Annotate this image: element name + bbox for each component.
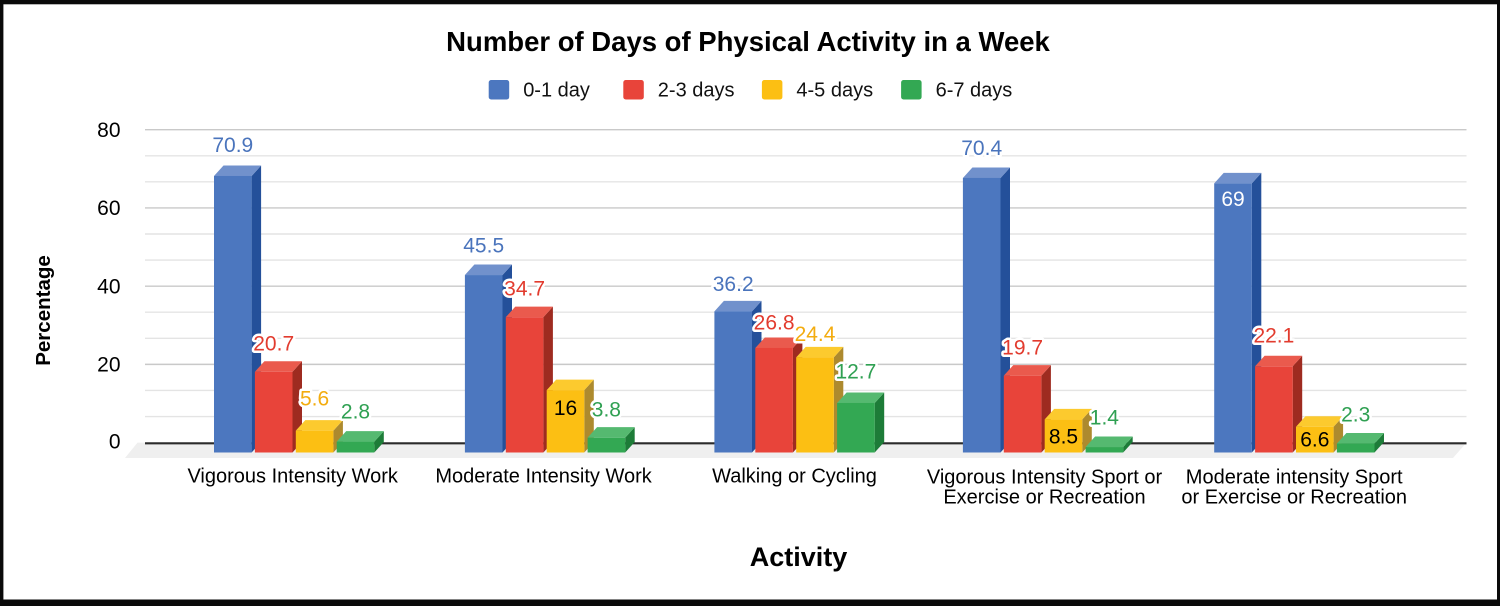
svg-text:Walking or Cycling: Walking or Cycling <box>712 466 877 488</box>
svg-text:70.4: 70.4 <box>961 137 1002 160</box>
svg-text:Moderate Intensity Work: Moderate Intensity Work <box>435 466 652 488</box>
svg-text:8.5: 8.5 <box>1049 426 1078 449</box>
svg-text:2-3 days: 2-3 days <box>658 80 735 102</box>
svg-text:Number of Days of Physical Act: Number of Days of Physical Activity in a… <box>446 26 1050 57</box>
svg-text:or Exercise or Recreation: or Exercise or Recreation <box>1181 487 1407 509</box>
svg-text:60: 60 <box>97 197 120 220</box>
svg-text:Moderate intensity Sport: Moderate intensity Sport <box>1186 467 1403 489</box>
svg-text:3.8: 3.8 <box>592 398 621 421</box>
svg-text:Vigorous Intensity Work: Vigorous Intensity Work <box>187 466 398 488</box>
svg-text:40: 40 <box>97 275 120 298</box>
svg-text:26.8: 26.8 <box>754 312 795 335</box>
svg-text:0-1 day: 0-1 day <box>523 80 590 102</box>
svg-text:80: 80 <box>97 119 120 142</box>
svg-text:2.3: 2.3 <box>1341 404 1370 427</box>
svg-text:5.6: 5.6 <box>300 388 329 411</box>
svg-text:6.6: 6.6 <box>1300 429 1329 452</box>
svg-text:16: 16 <box>554 397 577 420</box>
svg-text:Activity: Activity <box>750 542 848 572</box>
svg-text:20.7: 20.7 <box>253 332 294 355</box>
svg-text:34.7: 34.7 <box>504 278 545 301</box>
svg-text:1.4: 1.4 <box>1090 407 1120 430</box>
svg-text:70.9: 70.9 <box>212 134 253 157</box>
svg-text:69: 69 <box>1221 188 1244 211</box>
svg-text:2.8: 2.8 <box>341 400 370 423</box>
svg-text:12.7: 12.7 <box>835 361 876 384</box>
svg-text:0: 0 <box>109 431 121 454</box>
svg-text:22.1: 22.1 <box>1253 324 1294 347</box>
svg-text:36.2: 36.2 <box>713 273 754 296</box>
svg-text:19.7: 19.7 <box>1002 336 1043 359</box>
svg-text:Vigorous Intensity Sport or: Vigorous Intensity Sport or <box>927 467 1163 489</box>
svg-text:Exercise or Recreation: Exercise or Recreation <box>943 487 1145 509</box>
svg-text:4-5 days: 4-5 days <box>796 80 873 102</box>
svg-text:Percentage: Percentage <box>32 255 55 366</box>
svg-text:24.4: 24.4 <box>795 323 836 346</box>
svg-text:20: 20 <box>97 354 120 377</box>
svg-text:6-7 days: 6-7 days <box>936 80 1013 102</box>
svg-text:45.5: 45.5 <box>463 235 504 258</box>
